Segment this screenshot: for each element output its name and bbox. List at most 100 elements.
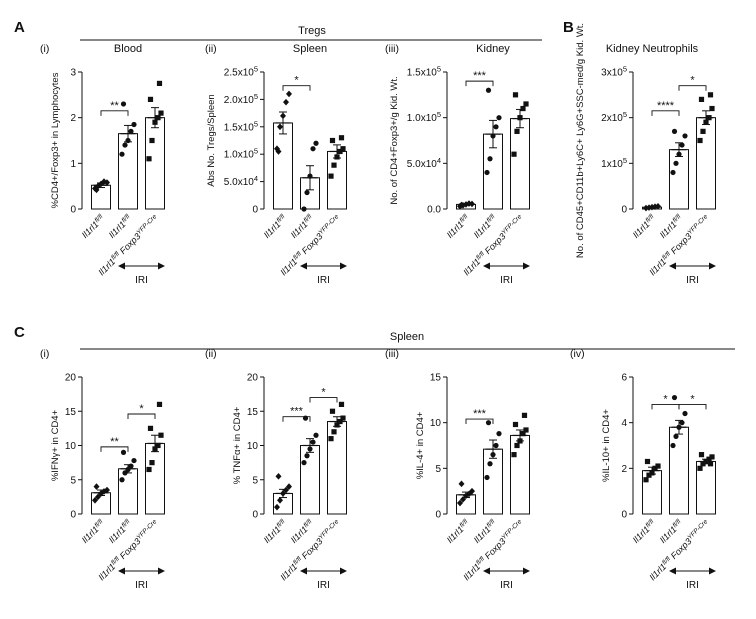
chart-b: 0 1x105 2x105 3x105 No. of CD45+CD11b+Ly6C+ …	[575, 23, 716, 286]
data-point	[652, 465, 658, 471]
significance-label: **	[110, 436, 119, 448]
data-point	[329, 137, 336, 144]
data-point	[655, 463, 661, 469]
category-label: Il1rl1fl/fl Foxp3YFP-Cre	[96, 518, 160, 582]
data-point	[484, 169, 490, 176]
data-point	[98, 490, 104, 497]
data-point	[496, 115, 502, 121]
data-point	[275, 473, 282, 480]
y-tick-label: 0	[70, 205, 76, 216]
y-tick-label: 5	[70, 475, 76, 486]
y-tick-label: 6	[621, 373, 627, 384]
data-point	[146, 466, 152, 473]
category-label: Il1rl1fl/fl Foxp3YFP-Cre	[647, 518, 711, 582]
y-axis-label: No. of CD4+Foxp3+/g Kid. Wt.	[389, 76, 400, 204]
data-point	[514, 128, 520, 134]
data-point	[709, 105, 715, 112]
data-point	[338, 135, 345, 141]
data-point	[463, 201, 469, 208]
y-tick-label: 5	[252, 475, 258, 486]
category-label: Il1rl1fl/fl Foxp3YFP-Cre	[96, 213, 160, 277]
panel-roman: (iv)	[570, 348, 585, 360]
y-tick-label: 10	[247, 441, 259, 452]
data-point	[125, 466, 131, 473]
y-tick-label: 4	[621, 418, 627, 429]
data-point	[156, 401, 163, 407]
data-point	[328, 436, 334, 442]
category-label: Il1rl1fl/fl Foxp3YFP-Cre	[278, 518, 342, 582]
iri-arrow-head-right	[340, 567, 347, 575]
data-point	[337, 418, 343, 425]
data-point	[275, 148, 282, 155]
data-point	[158, 432, 164, 438]
y-tick-label: 1.0x105	[407, 110, 441, 124]
iri-arrow-head-left	[300, 262, 307, 270]
iri-arrow-head-right	[158, 262, 165, 270]
chart-c-iv: (iv) 0 2 4 6 %IL-10+ in CD4+ * * Il1rl1fl/flIl1r…	[570, 348, 716, 591]
data-point	[487, 156, 493, 162]
data-point	[671, 128, 678, 134]
y-axis-label: Abs No. Tregs/Spleen	[206, 94, 217, 186]
group-title-kidney-neutrophils: Kidney Neutrophils	[606, 43, 699, 55]
y-tick-label: 0.0	[427, 205, 441, 216]
y-axis-label: %IL-10+ in CD4+	[601, 409, 612, 482]
y-tick-label: 1x105	[601, 156, 627, 170]
significance-label: **	[110, 100, 119, 112]
data-point	[457, 499, 463, 507]
data-point	[104, 179, 110, 186]
data-point	[469, 200, 475, 208]
iri-label: IRI	[500, 580, 513, 591]
data-point	[280, 490, 286, 497]
significance-label: *	[294, 75, 299, 87]
y-tick-label: 1.0x105	[224, 147, 258, 161]
data-point	[485, 420, 492, 426]
y-tick-label: 0	[252, 510, 258, 521]
bar	[642, 470, 662, 515]
data-point	[706, 456, 712, 462]
data-point	[670, 442, 676, 449]
data-point	[703, 458, 709, 465]
data-point	[512, 421, 519, 428]
group-title-tregs: Tregs	[298, 25, 326, 37]
bar	[300, 445, 320, 515]
data-point	[646, 472, 652, 478]
data-point	[458, 480, 465, 488]
data-point	[511, 452, 517, 458]
y-axis-label: No. of CD45+CD11b+Ly6C+ Ly6G+SSC-med/g K…	[575, 23, 586, 258]
data-point	[156, 80, 163, 87]
data-point	[155, 115, 161, 121]
y-tick-label: 20	[247, 373, 259, 384]
data-point	[122, 470, 128, 476]
data-point	[706, 115, 712, 121]
y-tick-label: 2	[621, 464, 627, 475]
y-axis-label: %IFNγ+ in CD4+	[50, 409, 61, 481]
iri-arrow-head-left	[669, 567, 676, 575]
category-label: Il1rl1fl/fl Foxp3YFP-Cre	[647, 213, 711, 277]
data-point	[331, 429, 337, 435]
data-point	[277, 123, 283, 131]
data-point	[125, 137, 131, 144]
y-tick-label: 2.0x105	[224, 92, 258, 106]
data-point	[514, 442, 520, 449]
category-label: Il1rl1fl/fl Foxp3YFP-Cre	[461, 213, 525, 277]
data-point	[673, 160, 679, 166]
data-point	[707, 92, 714, 98]
data-point	[313, 432, 319, 438]
data-point	[698, 452, 705, 458]
iri-label: IRI	[317, 580, 330, 591]
data-point	[92, 497, 98, 504]
significance-label: ***	[473, 408, 487, 420]
y-tick-label: 3x105	[601, 65, 627, 79]
data-point	[523, 427, 529, 433]
data-point	[310, 146, 316, 152]
significance-label: *	[663, 393, 668, 405]
data-point	[334, 422, 340, 428]
data-point	[328, 173, 334, 179]
data-point	[307, 446, 313, 452]
data-point	[131, 457, 137, 464]
category-label: Il1rl1fl/fl	[445, 518, 472, 545]
data-point	[310, 439, 316, 445]
data-point	[304, 453, 310, 459]
data-point	[460, 496, 466, 503]
